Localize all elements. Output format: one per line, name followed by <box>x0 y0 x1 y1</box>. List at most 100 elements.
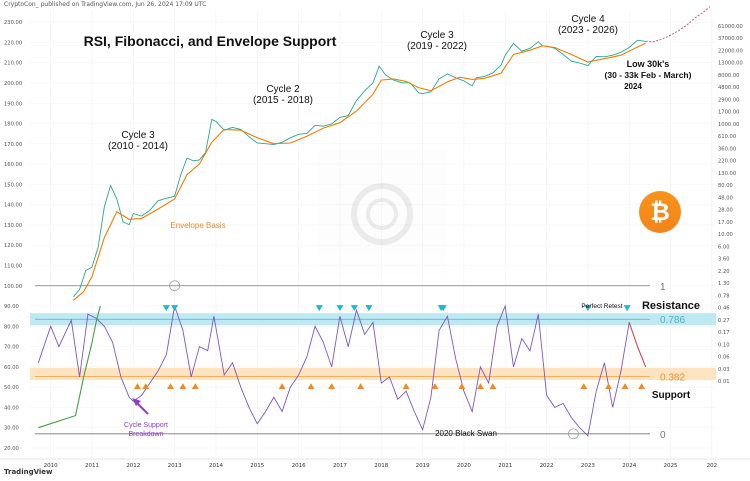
up-arrow-marker <box>580 383 588 390</box>
up-arrow-marker <box>278 383 286 390</box>
down-arrow-marker <box>584 305 592 312</box>
up-arrow-marker <box>191 383 199 390</box>
x-tick-label: 2015 <box>250 463 264 469</box>
resistance-label: Resistance <box>642 300 700 312</box>
x-tick-label: 2019 <box>416 463 430 469</box>
rsi-recent-segment <box>628 322 647 368</box>
up-arrow-marker <box>179 383 187 390</box>
fib-0.786-label: 0.786 <box>660 315 685 326</box>
x-tick-label: 2010 <box>44 463 58 469</box>
brand-name: TradingView <box>4 468 53 476</box>
x-tick-label: 2020 <box>457 463 471 469</box>
up-arrow-marker <box>489 383 497 390</box>
right-tick-label: 0.17 <box>718 330 730 336</box>
left-tick-label: 170.00 <box>4 142 22 148</box>
x-tick-label: 2025 <box>664 463 678 469</box>
up-arrow-marker <box>133 383 141 390</box>
left-tick-label: 210.00 <box>4 61 22 67</box>
down-arrow-marker <box>315 305 323 312</box>
support-band <box>30 367 716 381</box>
fib-0-label: 0 <box>660 430 666 441</box>
right-tick-label: 3.60 <box>718 257 730 263</box>
down-arrow-marker <box>439 305 447 312</box>
series-volume-ma <box>38 305 101 429</box>
up-arrow-marker <box>328 383 336 390</box>
x-tick-label: 2018 <box>374 463 388 469</box>
x-tick-label: 2017 <box>333 463 347 469</box>
right-tick-label: 6.00 <box>718 244 730 250</box>
envelope-basis-label: Envelope Basis <box>170 221 225 230</box>
x-tick-label: 2021 <box>498 463 512 469</box>
down-arrow-marker <box>623 305 631 312</box>
left-tick-label: 110.00 <box>4 263 22 269</box>
up-arrow-marker <box>605 383 613 390</box>
breakdown-label-1: Cycle Support <box>124 422 168 429</box>
right-tick-label: 130.00 <box>718 171 736 177</box>
left-tick-label: 60.00 <box>4 365 19 371</box>
left-tick-label: 50.00 <box>4 385 19 391</box>
cycle-years: (2010 - 2014) <box>108 141 168 152</box>
tradingview-brand[interactable]: TradingView <box>4 468 53 476</box>
cycle-title: Cycle 3 <box>121 130 155 141</box>
cycle-title: Cycle 4 <box>571 14 605 25</box>
left-tick-label: 180.00 <box>4 122 22 128</box>
series-projection <box>645 6 711 43</box>
right-tick-label: 1700.00 <box>718 110 739 116</box>
perfect-retest-label: Perfect Retest <box>581 303 622 310</box>
up-arrow-marker <box>167 383 175 390</box>
right-tick-label: 37000.00 <box>718 36 743 42</box>
left-tick-label: 120.00 <box>4 243 22 249</box>
left-tick-label: 100.00 <box>4 284 22 290</box>
right-tick-label: 61000.00 <box>718 24 743 30</box>
up-arrow-marker <box>621 383 629 390</box>
x-tick-label: 2013 <box>168 463 182 469</box>
low-year: 2024 <box>624 82 642 91</box>
up-arrow-marker <box>142 383 150 390</box>
cycle-years: (2023 - 2026) <box>558 25 618 36</box>
right-tick-label: 1.30 <box>718 281 730 287</box>
chart-markers <box>132 280 646 440</box>
right-tick-label: 0.06 <box>718 355 730 361</box>
x-tick-label: 2012 <box>126 463 140 469</box>
left-tick-label: 40.00 <box>4 405 19 411</box>
right-tick-label: 4800.00 <box>718 85 739 91</box>
right-tick-label: 17.00 <box>718 220 733 226</box>
right-tick-label: 8000.00 <box>718 73 739 79</box>
right-tick-label: 13000.00 <box>718 61 743 67</box>
up-arrow-marker <box>402 383 410 390</box>
breakdown-arrowhead <box>132 398 141 406</box>
right-tick-label: 2.20 <box>718 269 730 275</box>
watermark-logo <box>318 150 446 278</box>
low-title: Low 30k's <box>627 59 670 69</box>
up-arrow-marker <box>431 383 439 390</box>
series-rsi <box>37 304 647 437</box>
right-tick-label: 220.00 <box>718 159 736 165</box>
right-tick-label: 48.00 <box>718 195 733 201</box>
right-tick-label: 360.00 <box>718 146 736 152</box>
rsi-circle-marker <box>169 280 180 292</box>
support-label: Support <box>652 390 691 401</box>
left-tick-label: 160.00 <box>4 162 22 168</box>
svg-text:₿: ₿ <box>650 198 670 226</box>
left-tick-label: 150.00 <box>4 182 22 188</box>
down-arrow-marker <box>350 305 358 312</box>
right-tick-label: 10.00 <box>718 232 733 238</box>
breakdown-label-2: Breakdown <box>128 431 163 438</box>
right-tick-label: 22000.00 <box>718 48 743 54</box>
right-tick-label: 0.03 <box>718 367 730 373</box>
cycle-years: (2019 - 2022) <box>407 41 467 52</box>
left-tick-label: 90.00 <box>4 304 19 310</box>
right-tick-label: 28.00 <box>718 208 733 214</box>
right-tick-label: 2900.00 <box>718 97 739 103</box>
x-tick-label: 202 <box>707 463 718 469</box>
black-swan-label: 2020 Black Swan <box>435 429 497 438</box>
down-arrow-marker <box>162 305 170 312</box>
left-tick-label: 20.00 <box>4 446 19 452</box>
right-tick-label: 0.01 <box>718 379 730 385</box>
x-tick-label: 2022 <box>540 463 554 469</box>
right-tick-label: 1000.00 <box>718 122 739 128</box>
left-tick-label: 70.00 <box>4 345 19 351</box>
axes: 2010 2011 2012 2013 2014 2015 2016 2017 2018 2019… <box>0 20 750 469</box>
right-tick-label: 0.10 <box>718 342 730 348</box>
